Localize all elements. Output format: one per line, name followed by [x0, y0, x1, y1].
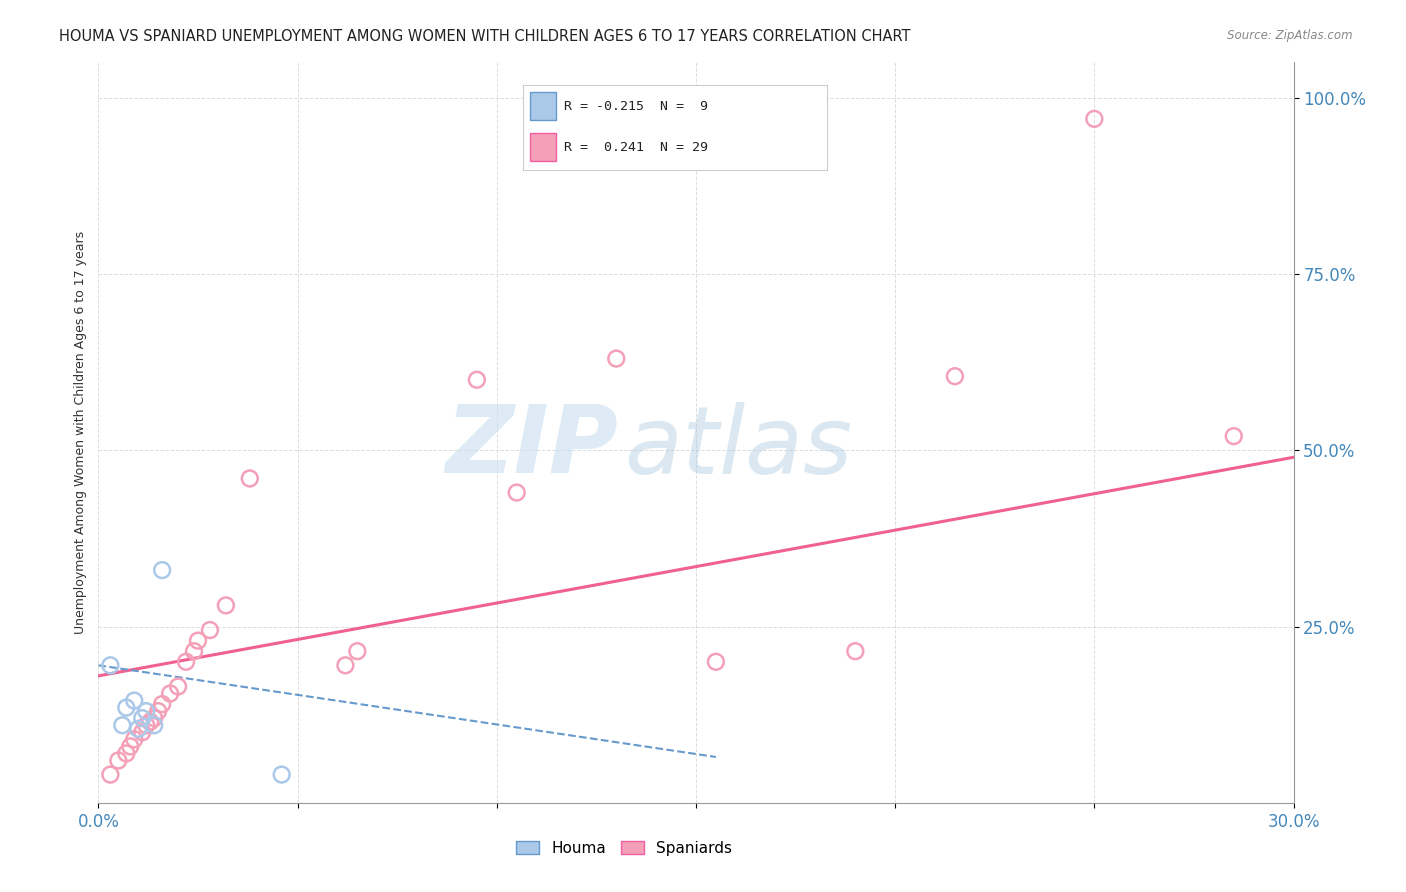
Point — [107, 754, 129, 768]
Point — [124, 693, 146, 707]
Legend: Houma, Spaniards: Houma, Spaniards — [510, 835, 738, 862]
Point — [174, 655, 197, 669]
Point — [198, 623, 221, 637]
Point — [844, 644, 866, 658]
Point — [150, 697, 173, 711]
Point — [150, 563, 173, 577]
Point — [143, 718, 166, 732]
Point — [270, 767, 292, 781]
Point — [139, 714, 162, 729]
Point — [131, 725, 153, 739]
Point — [127, 722, 149, 736]
Point — [120, 739, 142, 754]
Point — [187, 633, 209, 648]
Point — [1083, 112, 1105, 126]
Point — [215, 599, 238, 613]
Text: ZIP: ZIP — [446, 401, 619, 493]
Point — [131, 711, 153, 725]
Point — [183, 644, 205, 658]
Point — [335, 658, 357, 673]
Point — [704, 655, 727, 669]
Point — [135, 718, 157, 732]
Point — [143, 711, 166, 725]
Point — [465, 373, 488, 387]
Point — [159, 686, 181, 700]
Point — [115, 700, 138, 714]
Point — [506, 485, 529, 500]
Point — [111, 718, 134, 732]
Y-axis label: Unemployment Among Women with Children Ages 6 to 17 years: Unemployment Among Women with Children A… — [75, 231, 87, 634]
Point — [346, 644, 368, 658]
Text: atlas: atlas — [624, 402, 852, 493]
Point — [98, 658, 122, 673]
Point — [239, 471, 262, 485]
Point — [98, 767, 122, 781]
Point — [124, 732, 146, 747]
Text: HOUMA VS SPANIARD UNEMPLOYMENT AMONG WOMEN WITH CHILDREN AGES 6 TO 17 YEARS CORR: HOUMA VS SPANIARD UNEMPLOYMENT AMONG WOM… — [59, 29, 911, 44]
Point — [167, 680, 190, 694]
Point — [115, 747, 138, 761]
Text: Source: ZipAtlas.com: Source: ZipAtlas.com — [1227, 29, 1353, 42]
Point — [1223, 429, 1246, 443]
Point — [148, 704, 170, 718]
Point — [943, 369, 966, 384]
Point — [135, 704, 157, 718]
Point — [605, 351, 627, 366]
